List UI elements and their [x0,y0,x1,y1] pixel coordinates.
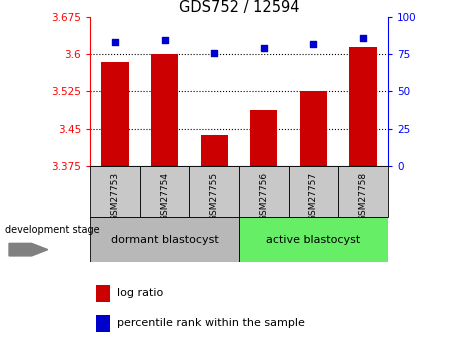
Bar [338,166,388,217]
Text: GSM27755: GSM27755 [210,172,219,221]
Text: GSM27756: GSM27756 [259,172,268,221]
Text: GSM27754: GSM27754 [160,172,169,221]
Text: development stage: development stage [5,225,99,235]
Text: percentile rank within the sample: percentile rank within the sample [117,318,305,328]
Bar [289,166,338,217]
Bar [239,217,388,262]
Bar [300,91,327,166]
Bar [189,166,239,217]
Bar [140,166,189,217]
Title: GDS752 / 12594: GDS752 / 12594 [179,0,299,15]
Point [161,37,168,42]
Text: dormant blastocyst: dormant blastocyst [111,235,218,245]
Bar [96,315,110,332]
Bar [96,285,110,302]
Point [310,41,317,47]
Bar [101,62,129,166]
Bar [90,217,239,262]
FancyArrow shape [9,243,48,256]
Text: GSM27757: GSM27757 [309,172,318,221]
Text: GSM27753: GSM27753 [110,172,120,221]
Point [111,40,119,45]
Point [260,46,267,51]
Bar [151,54,178,166]
Text: active blastocyst: active blastocyst [267,235,360,245]
Bar [239,166,289,217]
Bar [350,47,377,166]
Point [211,50,218,56]
Point [359,35,367,41]
Bar [250,110,277,166]
Bar [201,135,228,166]
Text: GSM27758: GSM27758 [359,172,368,221]
Bar [90,166,140,217]
Text: log ratio: log ratio [117,288,163,298]
